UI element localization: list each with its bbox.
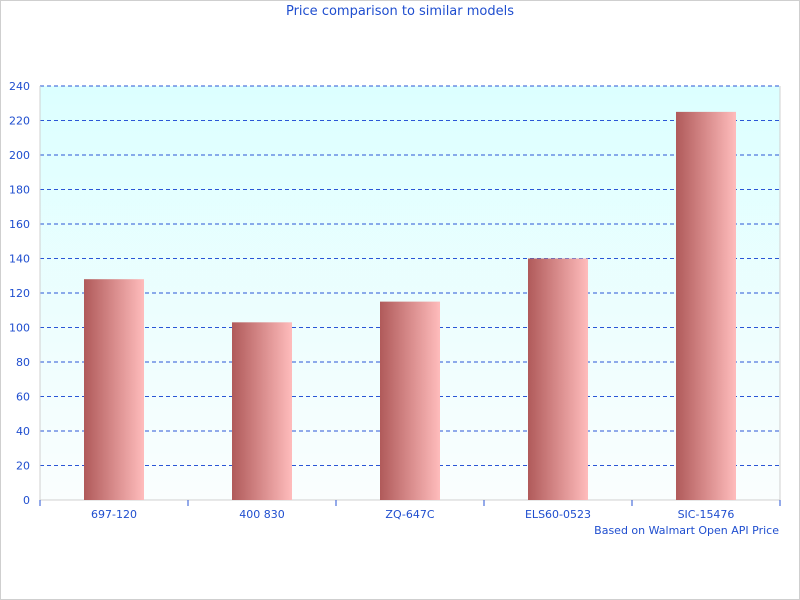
y-tick-label: 200 — [9, 149, 30, 162]
y-tick-label: 140 — [9, 253, 30, 266]
y-tick-label: 80 — [16, 356, 30, 369]
y-tick-label: 120 — [9, 287, 30, 300]
y-tick-label: 240 — [9, 80, 30, 93]
bar — [528, 258, 588, 500]
y-tick-label: 40 — [16, 425, 30, 438]
bar — [232, 322, 292, 500]
chart-footnote: Based on Walmart Open API Price — [594, 524, 779, 537]
x-tick-label: 697-120 — [91, 508, 137, 521]
chart-title: Price comparison to similar models — [285, 4, 515, 19]
y-tick-label: 100 — [9, 322, 30, 335]
bar — [84, 279, 144, 500]
x-tick-label: ELS60-0523 — [525, 508, 591, 521]
y-tick-label: 180 — [9, 184, 30, 197]
y-tick-label: 160 — [9, 218, 30, 231]
bar — [676, 111, 736, 500]
bar — [380, 301, 440, 500]
x-tick-label: 400 830 — [239, 508, 285, 521]
y-tick-label: 220 — [9, 115, 30, 128]
y-tick-label: 60 — [16, 391, 30, 404]
x-tick-label: SIC-15476 — [678, 508, 735, 521]
y-tick-label: 0 — [23, 494, 30, 507]
y-tick-label: 20 — [16, 460, 30, 473]
x-tick-label: ZQ-647C — [385, 508, 434, 521]
